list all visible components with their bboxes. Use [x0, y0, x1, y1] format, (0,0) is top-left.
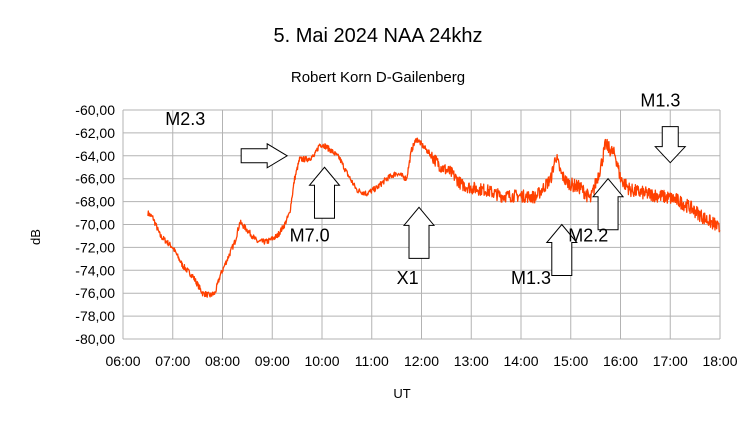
annotation-label: M2.2 — [568, 226, 608, 246]
y-tick-label: -60,00 — [75, 102, 115, 118]
x-tick-label: 06:00 — [105, 353, 140, 369]
chart-subtitle: Robert Korn D-Gailenberg — [291, 69, 465, 86]
x-tick-label: 10:00 — [304, 353, 339, 369]
y-tick-label: -74,00 — [75, 262, 115, 278]
y-tick-label: -78,00 — [75, 308, 115, 324]
x-tick-label: 12:00 — [404, 353, 439, 369]
x-tick-label: 16:00 — [603, 353, 638, 369]
arrow-down-m1-3 — [654, 126, 687, 164]
x-tick-label: 08:00 — [205, 353, 240, 369]
x-tick-label: 14:00 — [503, 353, 538, 369]
x-axis: 06:00 07:00 08:00 09:00 10:00 11:00 12:00 13:00… — [105, 353, 737, 369]
arrows — [240, 126, 687, 276]
y-tick-label: -64,00 — [75, 148, 115, 164]
x-tick-label: 18:00 — [702, 353, 737, 369]
y-tick-label: -76,00 — [75, 285, 115, 301]
x-tick-label: 09:00 — [255, 353, 290, 369]
x-tick-label: 15:00 — [553, 353, 588, 369]
arrow-up-m1-3 — [545, 223, 578, 276]
annotation-label: X1 — [397, 268, 419, 288]
y-tick-label: -66,00 — [75, 171, 115, 187]
y-axis-label: dB — [28, 229, 43, 245]
y-tick-label: -72,00 — [75, 239, 115, 255]
arrow-up-m7-0 — [308, 166, 341, 219]
y-tick-label: -80,00 — [75, 331, 115, 347]
chart-title: 5. Mai 2024 NAA 24khz — [273, 25, 482, 47]
annotation-label: M1.3 — [640, 91, 680, 111]
arrow-right-m2-3 — [240, 142, 289, 169]
x-tick-label: 11:00 — [355, 353, 389, 369]
annotation-label: M7.0 — [290, 226, 330, 246]
x-tick-label: 17:00 — [653, 353, 688, 369]
y-tick-label: -70,00 — [75, 217, 115, 233]
x-tick-label: 13:00 — [454, 353, 489, 369]
series-line-naa — [147, 137, 721, 298]
annotation-label: M1.3 — [511, 268, 551, 288]
x-tick-label: 07:00 — [155, 353, 190, 369]
x-axis-label: UT — [393, 386, 410, 401]
arrow-up-m2-2 — [591, 177, 625, 231]
y-tick-label: -62,00 — [75, 125, 115, 141]
y-axis: -60,00 -62,00 -64,00 -66,00 -68,00 -70,00 -72,… — [75, 102, 115, 347]
annotation-label: M2.3 — [165, 109, 205, 129]
y-tick-label: -68,00 — [75, 194, 115, 210]
arrow-up-x1 — [402, 206, 436, 259]
annotations: M2.3 M7.0 X1 M1.3 M2.2 M1.3 — [165, 91, 680, 288]
